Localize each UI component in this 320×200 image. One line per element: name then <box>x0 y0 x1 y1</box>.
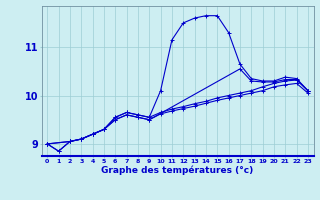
X-axis label: Graphe des températures (°c): Graphe des températures (°c) <box>101 166 254 175</box>
